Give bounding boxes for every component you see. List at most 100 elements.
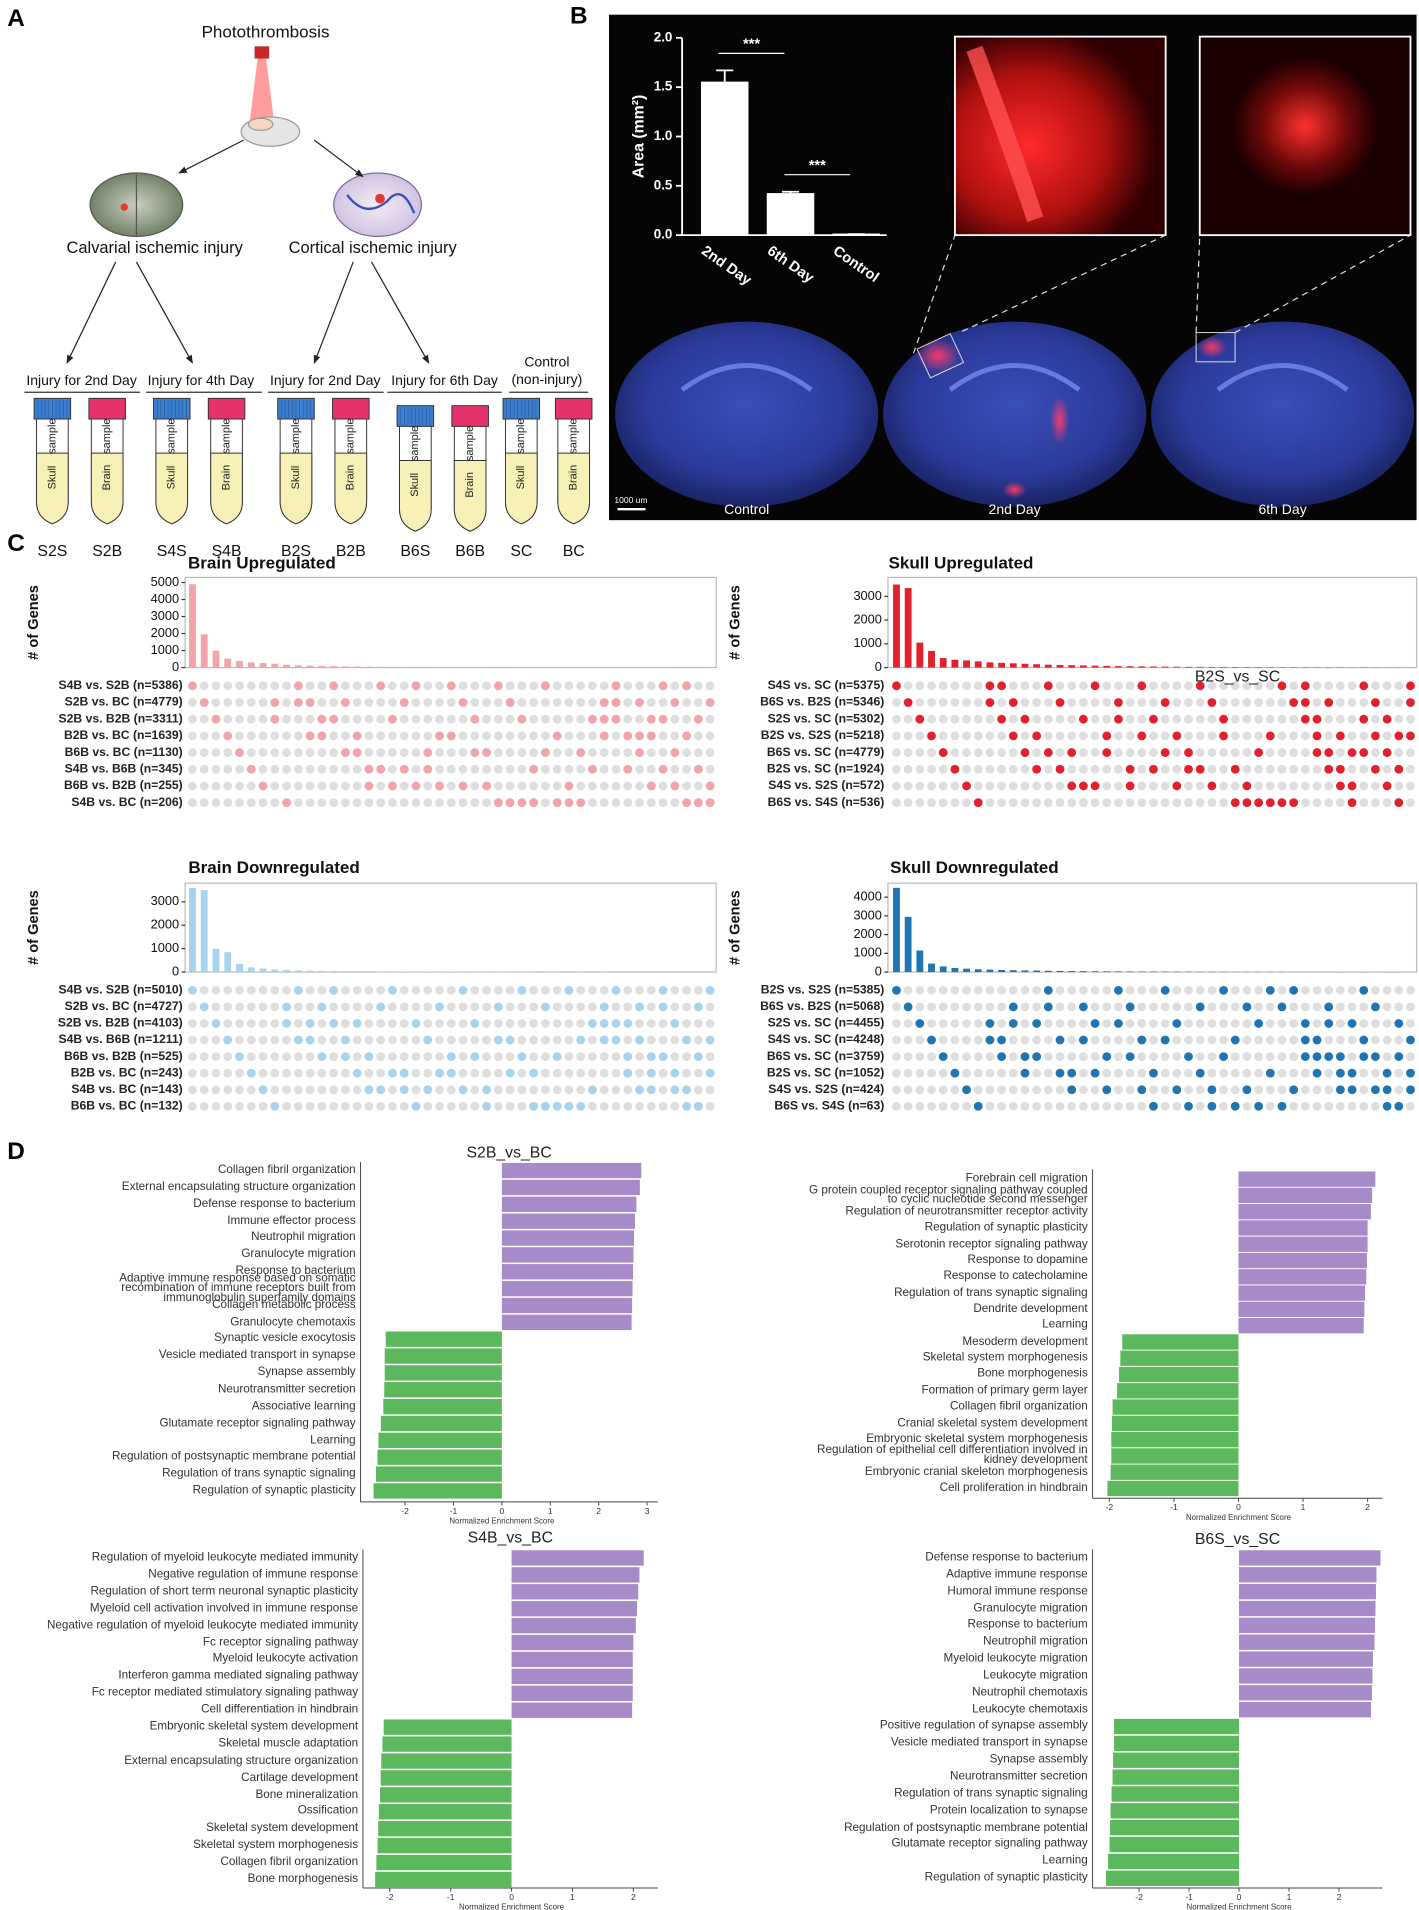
empty-dot (997, 1002, 1006, 1012)
empty-dot (388, 1101, 397, 1111)
member-dot (1265, 731, 1275, 741)
member-dot (364, 1052, 374, 1061)
empty-dot (658, 698, 668, 707)
empty-dot (1371, 781, 1380, 791)
tube-text: Skull (515, 466, 527, 490)
empty-dot (1335, 1035, 1345, 1045)
empty-dot (188, 731, 197, 741)
member-dot (903, 1002, 913, 1012)
member-dot (458, 781, 468, 791)
empty-dot (258, 1002, 268, 1012)
empty-dot (1359, 731, 1369, 741)
empty-dot (903, 1019, 913, 1028)
empty-dot (950, 1101, 960, 1111)
empty-dot (938, 1002, 948, 1012)
term-label: Skeletal system morphogenesis (193, 1839, 358, 1851)
empty-dot (1335, 1101, 1345, 1111)
empty-dot (517, 1035, 527, 1045)
empty-dot (470, 1035, 480, 1045)
empty-dot (541, 1035, 550, 1045)
empty-dot (1335, 985, 1345, 995)
empty-dot (1265, 1085, 1275, 1095)
empty-dot (329, 764, 339, 774)
sample-name: B2S (281, 543, 311, 560)
member-dot (258, 781, 268, 791)
empty-dot (1219, 764, 1228, 774)
bar (939, 658, 947, 668)
empty-dot (282, 1085, 291, 1095)
empty-dot (938, 698, 948, 707)
empty-dot (270, 781, 280, 791)
bar (400, 666, 408, 668)
empty-dot (599, 985, 609, 995)
empty-dot (199, 681, 209, 691)
member-dot (1032, 1019, 1042, 1028)
x-axis-label: Normalized Enrichment Score (459, 1903, 565, 1910)
empty-dot (973, 1068, 983, 1078)
empty-dot (1102, 1101, 1112, 1111)
empty-dot (293, 731, 303, 741)
bar (378, 1432, 502, 1449)
empty-dot (1125, 985, 1135, 995)
empty-dot (1265, 748, 1275, 757)
empty-dot (352, 798, 362, 808)
empty-dot (364, 1068, 374, 1078)
empty-dot (435, 798, 444, 808)
empty-dot (1265, 1035, 1275, 1045)
y-tick-label: 3000 (853, 907, 881, 922)
term-label-text: Response to bacterium (235, 1264, 356, 1278)
empty-dot (1102, 798, 1112, 808)
member-dot (352, 1068, 362, 1078)
term-label-text: Cell differentiation in hindbrain (201, 1703, 359, 1717)
empty-dot (482, 1068, 491, 1078)
empty-dot (446, 748, 456, 757)
member-dot (611, 985, 621, 995)
empty-dot (529, 781, 539, 791)
bar (916, 950, 924, 973)
empty-dot (552, 1019, 562, 1028)
tube-content (453, 459, 487, 532)
y-axis-label: # of Genes (26, 890, 42, 965)
term-label-text: Mesoderm development (962, 1334, 1088, 1349)
empty-dot (658, 1019, 668, 1028)
empty-dot (352, 985, 362, 995)
empty-dot (223, 748, 233, 757)
empty-dot (458, 714, 468, 724)
chart-title: S4B_vs_BC (468, 1530, 553, 1547)
empty-dot (211, 1002, 221, 1012)
empty-dot (1114, 798, 1123, 808)
empty-dot (1207, 714, 1217, 724)
member-dot (1371, 698, 1380, 707)
empty-dot (305, 681, 315, 691)
member-dot (1172, 731, 1182, 741)
term-label: Glutamate receptor signaling pathway (159, 1417, 355, 1429)
member-dot (682, 1101, 691, 1111)
empty-dot (493, 748, 503, 757)
empty-dot (1335, 748, 1345, 757)
member-dot (423, 764, 433, 774)
empty-dot (1254, 714, 1263, 724)
bar (1068, 665, 1076, 668)
empty-dot (1125, 748, 1135, 757)
empty-dot (1160, 1085, 1170, 1095)
member-dot (1312, 731, 1322, 741)
empty-dot (1219, 1085, 1228, 1095)
member-dot (962, 781, 971, 791)
member-dot (693, 1101, 703, 1111)
group-label: Injury for 2nd Day (26, 372, 136, 388)
member-dot (892, 681, 901, 691)
tube-content (210, 452, 243, 525)
empty-dot (892, 731, 901, 741)
empty-dot (1102, 714, 1112, 724)
empty-dot (270, 798, 280, 808)
member-dot (282, 798, 291, 808)
bar (377, 666, 385, 668)
empty-dot (1219, 798, 1228, 808)
bar (330, 666, 338, 668)
member-dot (282, 1002, 291, 1012)
empty-dot (693, 731, 703, 741)
empty-dot (658, 1085, 668, 1095)
empty-dot (282, 764, 291, 774)
bar (998, 662, 1006, 668)
empty-dot (258, 731, 268, 741)
